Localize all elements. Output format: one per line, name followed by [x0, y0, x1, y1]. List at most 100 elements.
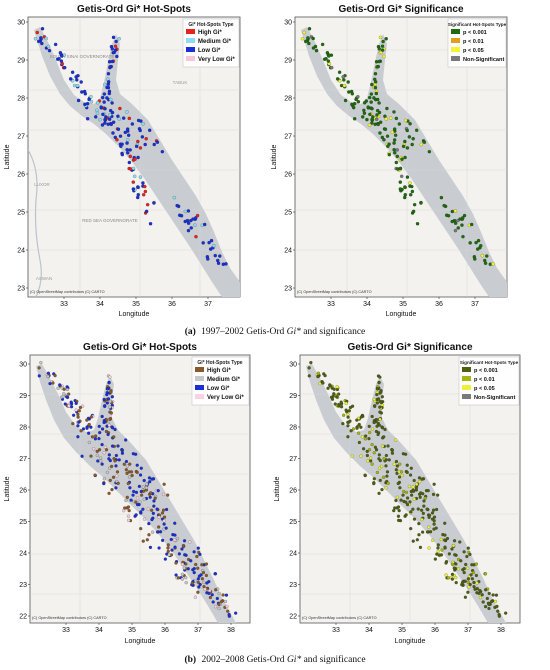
x-tick-label: 38	[227, 627, 235, 634]
legend-label: Low Gi*	[207, 386, 230, 392]
event-point	[386, 144, 390, 149]
event-point	[367, 95, 372, 100]
event-point	[179, 214, 184, 218]
x-axis-label: Longitude	[395, 638, 426, 645]
event-point	[108, 375, 112, 379]
event-point	[208, 588, 212, 593]
event-point	[111, 35, 116, 40]
event-point	[405, 496, 410, 500]
event-point	[131, 493, 135, 497]
event-point	[458, 540, 462, 544]
event-point	[434, 526, 438, 530]
event-point	[376, 397, 381, 401]
event-point	[370, 106, 374, 111]
event-point	[142, 517, 147, 521]
event-point	[202, 580, 206, 585]
event-point	[410, 493, 414, 497]
map-area	[300, 355, 520, 623]
event-point	[102, 482, 106, 486]
event-point	[76, 415, 80, 419]
event-point	[138, 128, 142, 133]
event-point	[347, 420, 351, 424]
event-point	[382, 54, 386, 59]
event-point	[192, 570, 196, 575]
event-point	[363, 101, 367, 105]
event-point	[378, 399, 382, 404]
event-point	[72, 413, 76, 417]
event-point	[111, 131, 115, 135]
event-point	[415, 482, 419, 486]
event-point	[384, 486, 388, 490]
event-point	[480, 593, 484, 597]
legend-label: Non-Significant	[474, 395, 515, 401]
event-point	[116, 127, 121, 131]
event-point	[375, 65, 379, 69]
event-point	[432, 515, 437, 519]
event-point	[450, 209, 455, 214]
event-point	[400, 473, 404, 478]
event-point	[181, 544, 186, 548]
event-point	[202, 584, 206, 589]
event-point	[404, 452, 408, 456]
event-point	[412, 202, 417, 207]
event-point	[320, 42, 325, 47]
event-point	[404, 513, 408, 517]
event-point	[359, 454, 363, 458]
event-point	[134, 500, 138, 504]
event-point	[141, 507, 145, 511]
event-point	[147, 521, 151, 526]
y-tick-label: 25	[19, 519, 27, 526]
event-point	[387, 458, 391, 462]
event-point	[113, 48, 118, 52]
event-point	[105, 387, 110, 391]
event-point	[186, 221, 191, 225]
event-point	[395, 148, 399, 152]
y-tick-label: 23	[19, 582, 27, 589]
event-point	[307, 374, 311, 378]
event-point	[111, 120, 116, 124]
event-point	[167, 553, 171, 557]
legend-swatch	[195, 385, 204, 390]
event-point	[99, 456, 103, 460]
y-tick-label: 30	[17, 20, 25, 27]
y-tick-label: 27	[17, 134, 25, 141]
event-point	[350, 92, 355, 96]
event-point	[175, 536, 180, 541]
event-point	[397, 518, 401, 523]
event-point	[205, 581, 209, 585]
event-point	[372, 477, 376, 481]
legend-swatch	[186, 38, 195, 43]
caption-text: 1997–2002 Getis-Ord	[201, 327, 287, 337]
x-tick-label: 37	[204, 301, 212, 308]
event-point	[409, 466, 413, 470]
event-point	[436, 543, 440, 547]
event-point	[114, 464, 118, 468]
event-point	[384, 117, 388, 121]
event-point	[77, 409, 81, 413]
event-point	[157, 515, 161, 519]
event-point	[90, 435, 95, 439]
event-point	[173, 545, 177, 549]
event-point	[40, 27, 45, 31]
event-point	[105, 401, 109, 405]
event-point	[102, 100, 106, 104]
event-point	[352, 117, 357, 121]
event-point	[379, 390, 383, 394]
event-point	[95, 111, 100, 115]
event-point	[450, 219, 454, 224]
event-point	[62, 387, 66, 391]
event-point	[478, 595, 482, 600]
event-point	[65, 387, 69, 392]
event-point	[377, 47, 381, 51]
event-point	[115, 470, 120, 474]
event-point	[182, 539, 187, 543]
x-tick-label: 35	[128, 627, 136, 634]
event-point	[193, 595, 197, 599]
caption-a: (a) 1997–2002 Getis-Ord Gi* and signific…	[185, 326, 366, 337]
map-attribution: (C) OpenStreetMap contributors (C) CARTO	[302, 616, 377, 620]
event-point	[381, 475, 386, 479]
event-point	[485, 596, 489, 601]
event-point	[75, 78, 79, 82]
event-point	[394, 459, 399, 464]
